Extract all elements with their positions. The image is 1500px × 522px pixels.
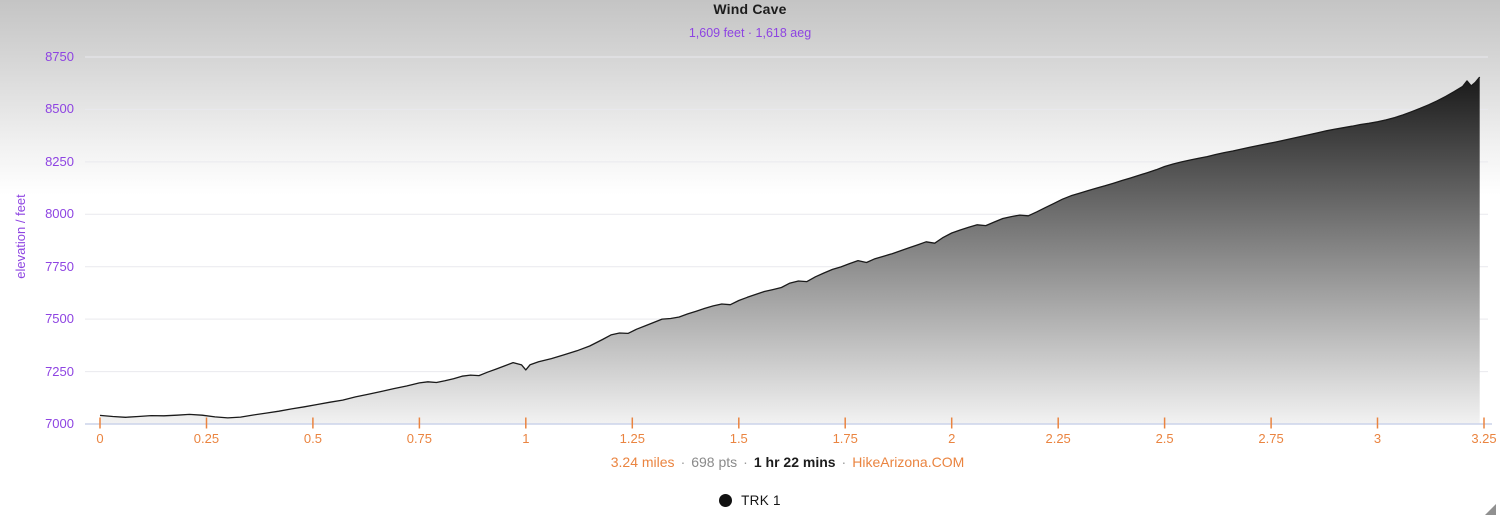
x-axis-tick-label: 3.25 xyxy=(1471,431,1497,446)
x-axis-tick-label: 0 xyxy=(96,431,104,446)
y-axis-tick-label: 8500 xyxy=(45,101,74,117)
y-axis-tick-label: 7500 xyxy=(45,311,74,327)
x-axis-tick-label: 2 xyxy=(948,431,956,446)
y-axis-tick-label: 7750 xyxy=(45,258,74,274)
elevation-area-fill xyxy=(100,77,1480,424)
x-axis-tick-label: 0.5 xyxy=(303,431,322,446)
footer-stats: 3.24 miles · 698 pts · 1 hr 22 mins · HikeAriz… xyxy=(85,454,1490,470)
footer-separator: · xyxy=(680,454,686,470)
y-axis-tick-label: 7000 xyxy=(45,416,74,431)
x-axis-tick-label: 1.25 xyxy=(619,431,645,446)
footer-separator: · xyxy=(743,454,748,470)
x-axis-tick-label: 2.25 xyxy=(1045,431,1071,446)
x-axis-tick-label: 0.75 xyxy=(406,431,433,446)
y-axis-title: elevation / feet xyxy=(13,194,28,279)
x-axis-tick-label: 2.75 xyxy=(1258,431,1284,446)
footer-distance: 3.24 miles xyxy=(610,454,675,470)
x-axis-tick-label: 0.25 xyxy=(193,431,220,446)
footer-separator: · xyxy=(841,454,847,470)
x-axis-tick-label: 1.75 xyxy=(832,431,858,446)
legend-marker-icon xyxy=(719,494,733,507)
y-axis-tick-label: 8000 xyxy=(45,206,74,222)
footer-duration: 1 hr 22 mins xyxy=(753,454,836,470)
x-axis-tick-label: 2.5 xyxy=(1155,431,1174,446)
chart-subtitle: 1,609 feet · 1,618 aeg xyxy=(688,26,812,40)
x-axis-tick-label: 1.5 xyxy=(729,431,748,446)
resize-handle-icon[interactable] xyxy=(1485,504,1496,515)
x-axis-tick-label: 1 xyxy=(522,431,530,446)
legend[interactable]: TRK 1 xyxy=(0,493,1500,508)
y-axis-tick-label: 7250 xyxy=(45,363,74,379)
x-axis-tick-label: 3 xyxy=(1373,431,1382,446)
y-axis-tick-label: 8750 xyxy=(45,49,74,64)
chart-title: Wind Cave xyxy=(713,1,787,17)
elevation-line xyxy=(99,76,1481,419)
footer-brand-link[interactable]: HikeArizona.COM xyxy=(852,454,965,470)
footer-points-count: 698 pts xyxy=(691,454,738,470)
y-axis-tick-label: 8250 xyxy=(45,153,74,169)
legend-label-trk1: TRK 1 xyxy=(741,493,781,508)
